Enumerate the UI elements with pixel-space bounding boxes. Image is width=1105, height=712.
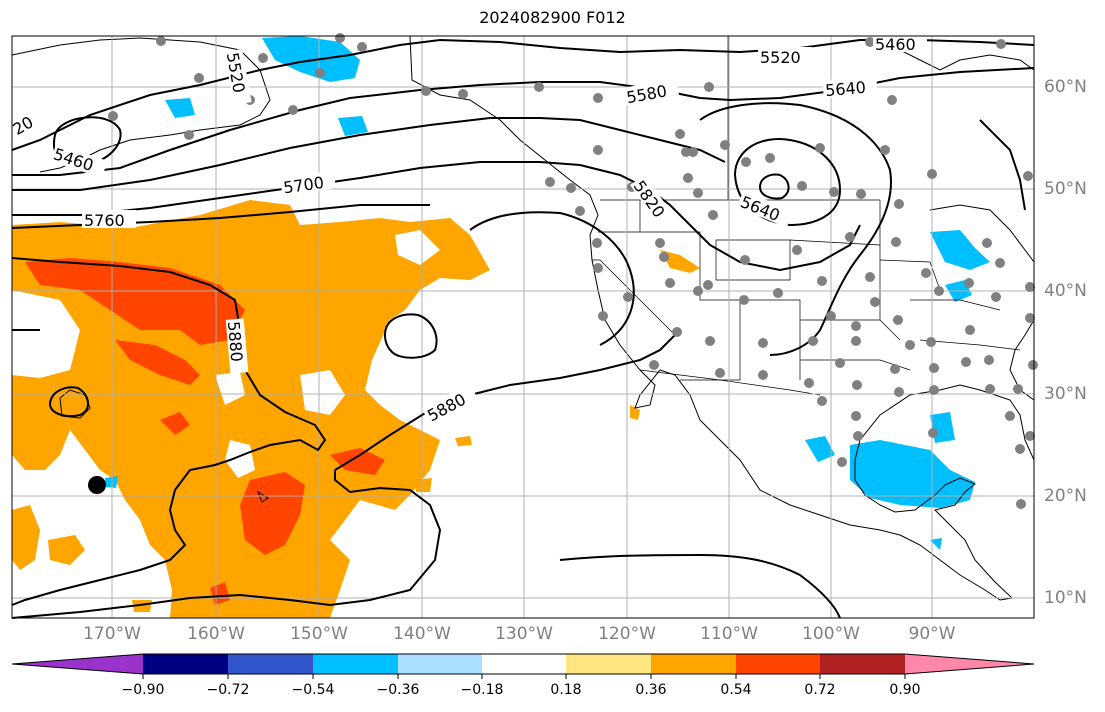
colorbar-segment: [736, 654, 820, 674]
colorbar-segment: [566, 654, 651, 674]
colorbar-arrow-left: [12, 654, 143, 674]
lon-label: 110°W: [700, 624, 758, 644]
shading-holes: [12, 230, 440, 590]
contour-label: 5640: [738, 192, 783, 225]
lat-label: 40°N: [1044, 281, 1087, 301]
colorbar-tick-label: −0.36: [376, 682, 420, 698]
colorbar-tick-label: −0.72: [206, 682, 250, 698]
lat-label: 30°N: [1044, 384, 1087, 404]
map-title: 2024082900 F012: [479, 8, 626, 27]
map-frame: [11, 35, 1035, 619]
lon-label: 90°W: [908, 624, 956, 644]
lat-label: 60°N: [1044, 77, 1087, 97]
colorbar-segment: [482, 654, 566, 674]
contour-label: 5760: [84, 211, 125, 230]
lon-label: 130°W: [495, 624, 553, 644]
contour-label: 5880: [224, 320, 246, 362]
contour-label: 5460: [51, 144, 96, 175]
colorbar-segment: [143, 654, 228, 674]
shading-red: [25, 258, 385, 605]
contour-label: 5520: [760, 48, 801, 67]
lon-label: 150°W: [290, 624, 348, 644]
colorbar-tick-label: 0.90: [889, 682, 921, 698]
colorbar-segment: [398, 654, 482, 674]
station-dots: [108, 33, 1038, 509]
colorbar-segment: [820, 654, 905, 674]
lat-label: 50°N: [1044, 179, 1087, 199]
colorbar: [11, 653, 1035, 679]
contour-label: 5520: [223, 51, 249, 94]
colorbar-tick-label: 0.72: [804, 682, 836, 698]
colorbar-segment: [651, 654, 736, 674]
colorbar-segment: [228, 654, 313, 674]
lon-label: 160°W: [187, 624, 245, 644]
contour-label: 5880: [424, 390, 469, 426]
shading-cyan: [105, 36, 990, 550]
colorbar-tick-label: −0.90: [121, 682, 165, 698]
contour-label: 5640: [824, 78, 866, 100]
colorbar-tick-label: −0.18: [460, 682, 504, 698]
colorbar-tick-label: 0.54: [720, 682, 752, 698]
contour-label: 5460: [875, 35, 916, 54]
lon-label: 140°W: [393, 624, 451, 644]
colorbar-arrow-right: [905, 654, 1034, 674]
reference-point: [88, 476, 106, 494]
lat-label: 20°N: [1044, 486, 1087, 506]
lat-label: 10°N: [1044, 588, 1087, 608]
lon-label: 170°W: [83, 624, 141, 644]
colorbar-segment: [313, 654, 398, 674]
colorbar-tick-label: 0.18: [550, 682, 582, 698]
lon-label: 100°W: [802, 624, 860, 644]
lon-label: 120°W: [598, 624, 656, 644]
colorbar-tick-label: 0.36: [635, 682, 667, 698]
contour-label: 20: [9, 112, 36, 139]
colorbar-tick-label: −0.54: [291, 682, 335, 698]
